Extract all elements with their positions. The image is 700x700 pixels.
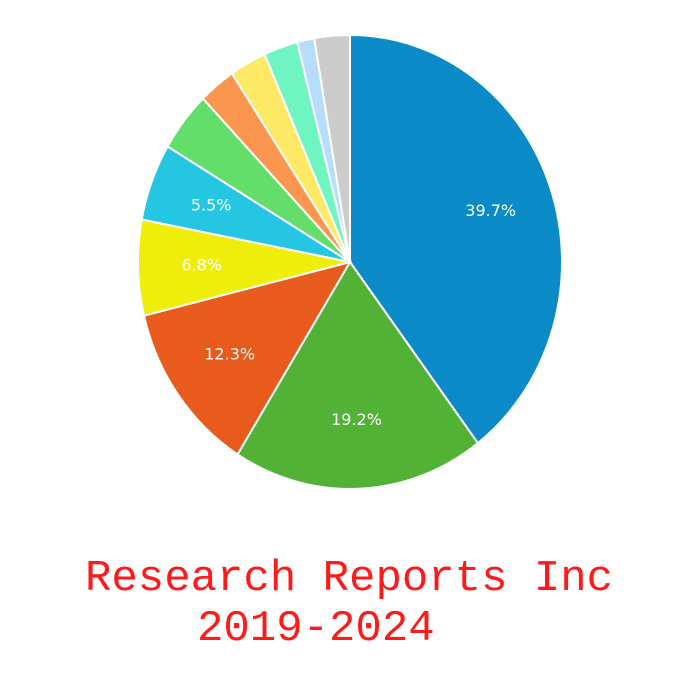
pie-slice <box>349 33 563 445</box>
value-label: 19.2% <box>331 410 382 429</box>
chart-title: 2019-2024 <box>197 604 435 654</box>
pie-slice <box>142 260 353 456</box>
pie-slice <box>236 260 480 490</box>
value-label: 6.8% <box>181 255 222 274</box>
value-label: 12.3% <box>204 344 255 363</box>
chart-title: Research Reports Inc <box>85 554 613 604</box>
pie-slice <box>313 33 351 263</box>
value-label: 5.5% <box>191 195 232 214</box>
value-label: 39.7% <box>465 201 516 220</box>
